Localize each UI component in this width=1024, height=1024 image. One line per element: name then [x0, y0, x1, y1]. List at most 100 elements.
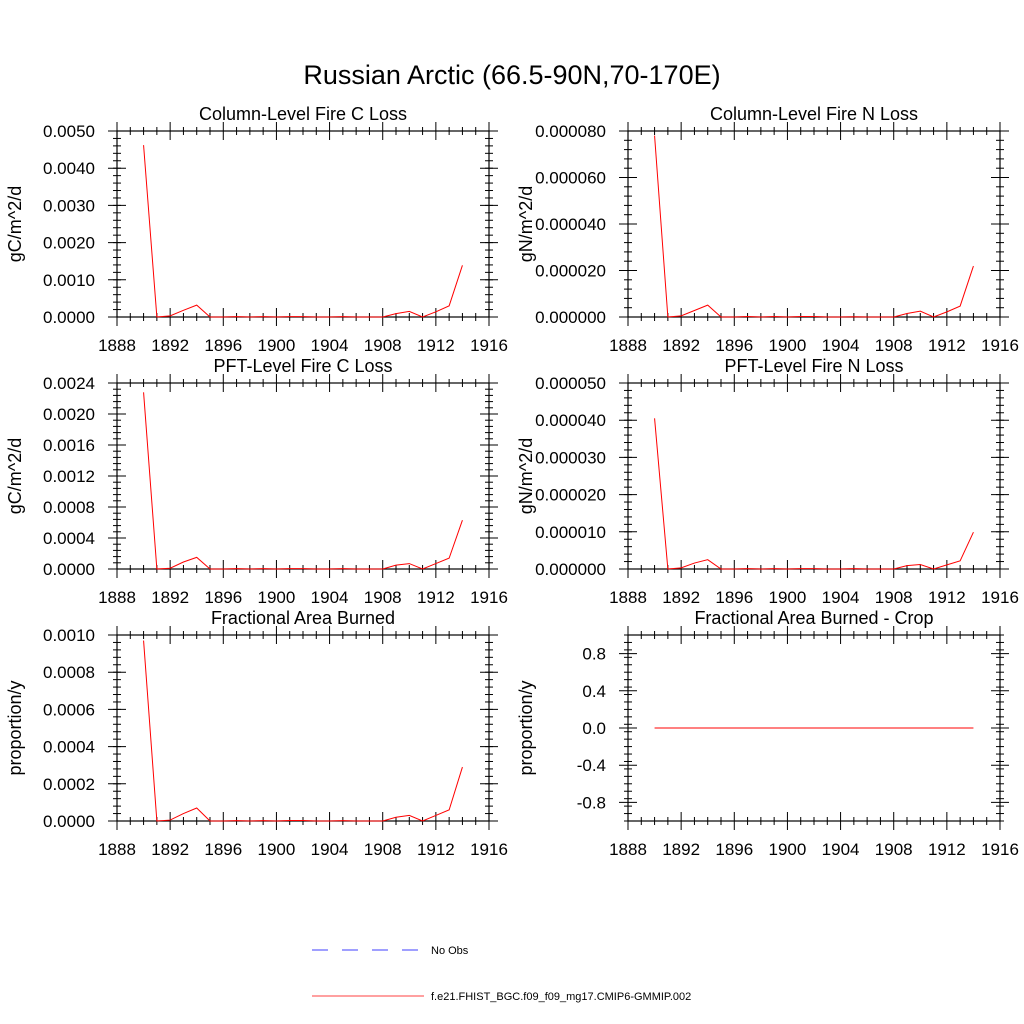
y-tick-label: 0.000000: [535, 560, 606, 579]
x-tick-label: 1904: [311, 336, 349, 355]
x-tick-label: 1912: [928, 840, 966, 859]
panel-4: PFT-Level Fire N Loss gN/m^2/d 1888 1892 189…: [516, 356, 1019, 607]
x-tick-label: 1916: [470, 588, 508, 607]
legend-label-2: f.e21.FHIST_BGC.f09_f09_mg17.CMIP6-GMMIP…: [431, 991, 691, 1003]
y-tick-label: 0.0050: [43, 122, 95, 141]
x-tick-label: 1900: [769, 588, 807, 607]
y-tick-label: 0.0: [582, 719, 606, 738]
y-tick-label: 0.8: [582, 645, 606, 664]
x-tick-label: 1916: [981, 336, 1019, 355]
x-tick-label: 1892: [151, 588, 189, 607]
x-tick-label: 1896: [204, 588, 242, 607]
legend-entry-1: No Obs: [312, 945, 469, 957]
x-tick-label: 1912: [417, 840, 455, 859]
series-line-1: [654, 135, 974, 318]
x-tick-label: 1904: [822, 840, 860, 859]
x-tick-label: 1916: [981, 840, 1019, 859]
x-tick-label: 1892: [662, 336, 700, 355]
x-tick-label: 1888: [98, 588, 136, 607]
x-tick-label: 1904: [822, 588, 860, 607]
x-tick-label: 1900: [258, 840, 296, 859]
plot-frame: [116, 130, 490, 318]
x-tick-label: 1896: [715, 336, 753, 355]
x-tick-label: 1916: [981, 588, 1019, 607]
y-tick-label: 0.0000: [43, 812, 95, 831]
y-tick-label: 0.000040: [535, 411, 606, 430]
x-tick-label: 1904: [311, 588, 349, 607]
x-tick-label: 1888: [98, 336, 136, 355]
x-tick-label: 1916: [470, 336, 508, 355]
x-tick-label: 1892: [151, 336, 189, 355]
y-tick-label: 0.000060: [535, 169, 606, 188]
y-tick-label: 0.0020: [43, 405, 95, 424]
y-axis-label: proportion/y: [5, 680, 25, 775]
plot-frame: [627, 382, 1001, 570]
panel-title: Fractional Area Burned - Crop: [694, 608, 933, 628]
y-tick-label: 0.0002: [43, 775, 95, 794]
y-tick-label: 0.000010: [535, 523, 606, 542]
panel-title: Fractional Area Burned: [211, 608, 395, 628]
x-tick-label: 1904: [311, 840, 349, 859]
x-tick-label: 1912: [417, 336, 455, 355]
panel-3: PFT-Level Fire C Loss gC/m^2/d 1888 1892 189…: [5, 356, 508, 607]
y-axis-label: gC/m^2/d: [5, 438, 25, 514]
y-tick-label: 0.0020: [43, 234, 95, 253]
x-tick-label: 1888: [609, 840, 647, 859]
x-tick-label: 1900: [258, 336, 296, 355]
y-tick-label: 0.0000: [43, 560, 95, 579]
x-tick-label: 1908: [875, 588, 913, 607]
x-tick-label: 1904: [822, 336, 860, 355]
y-tick-label: 0.4: [582, 682, 606, 701]
x-tick-label: 1888: [98, 840, 136, 859]
x-tick-label: 1916: [470, 840, 508, 859]
y-tick-label: 0.0004: [43, 529, 95, 548]
y-tick-label: 0.0010: [43, 626, 95, 645]
x-tick-label: 1900: [258, 588, 296, 607]
x-tick-label: 1912: [928, 336, 966, 355]
y-tick-label: 0.000040: [535, 215, 606, 234]
legend: No Obs f.e21.FHIST_BGC.f09_f09_mg17.CMIP6…: [312, 945, 691, 1003]
panel-5: Fractional Area Burned proportion/y 1888 18…: [5, 608, 508, 859]
y-tick-label: 0.0008: [43, 663, 95, 682]
y-tick-label: 0.0000: [43, 308, 95, 327]
panel-2: Column-Level Fire N Loss gN/m^2/d 1888 1892…: [516, 104, 1019, 355]
x-tick-label: 1908: [364, 588, 402, 607]
x-tick-label: 1896: [204, 840, 242, 859]
x-tick-label: 1900: [769, 336, 807, 355]
panel-title: PFT-Level Fire C Loss: [213, 356, 392, 376]
series-line-1: [143, 640, 463, 822]
y-tick-label: 0.000000: [535, 308, 606, 327]
figure-title: Russian Arctic (66.5-90N,70-170E): [303, 60, 720, 90]
series-line-1: [654, 418, 974, 570]
plot-frame: [116, 634, 490, 822]
x-tick-label: 1892: [662, 588, 700, 607]
y-tick-label: 0.000030: [535, 448, 606, 467]
x-tick-label: 1892: [662, 840, 700, 859]
legend-label-1: No Obs: [431, 945, 469, 957]
y-tick-label: 0.000080: [535, 122, 606, 141]
x-tick-label: 1908: [875, 336, 913, 355]
panel-title: Column-Level Fire C Loss: [199, 104, 407, 124]
y-axis-label: gC/m^2/d: [5, 186, 25, 262]
y-axis-label: proportion/y: [516, 680, 536, 775]
x-tick-label: 1900: [769, 840, 807, 859]
y-tick-label: 0.0012: [43, 467, 95, 486]
y-axis-label: gN/m^2/d: [516, 186, 536, 262]
y-tick-label: -0.4: [577, 756, 606, 775]
x-tick-label: 1892: [151, 840, 189, 859]
x-tick-label: 1888: [609, 336, 647, 355]
y-tick-label: 0.0008: [43, 498, 95, 517]
y-tick-label: 0.0024: [43, 374, 95, 393]
plot-frame: [627, 130, 1001, 318]
y-tick-label: 0.000050: [535, 374, 606, 393]
plot-frame: [116, 382, 490, 570]
series-line-1: [143, 145, 463, 318]
x-tick-label: 1912: [928, 588, 966, 607]
x-tick-label: 1896: [715, 588, 753, 607]
panel-1: Column-Level Fire C Loss gC/m^2/d 1888 1892…: [5, 104, 508, 355]
x-tick-label: 1896: [204, 336, 242, 355]
y-tick-label: 0.0030: [43, 196, 95, 215]
y-tick-label: 0.0006: [43, 700, 95, 719]
x-tick-label: 1888: [609, 588, 647, 607]
